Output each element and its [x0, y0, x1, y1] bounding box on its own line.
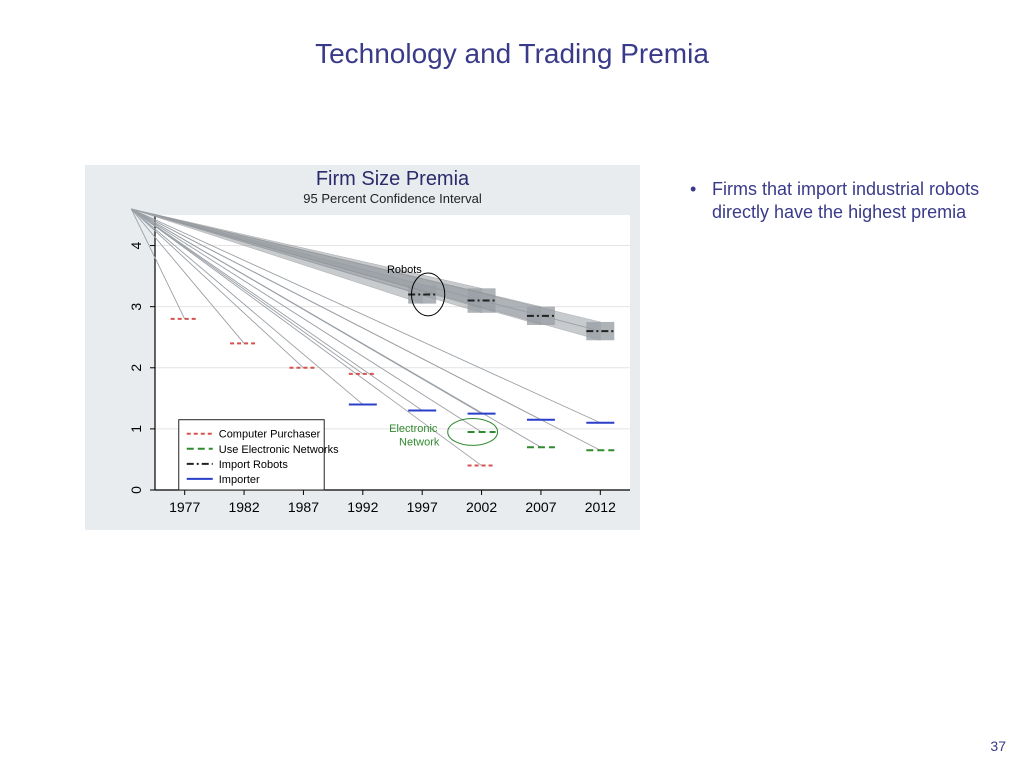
bullet-marker: • [690, 178, 712, 201]
firm-size-premia-chart: 0 1 2 3 4 1977 1982 1987 1992 1997 2002 2007 2012 Fir… [85, 165, 640, 530]
svg-text:Importer: Importer [219, 474, 260, 486]
svg-text:2012: 2012 [585, 499, 616, 515]
svg-text:0: 0 [128, 486, 144, 494]
svg-text:2002: 2002 [466, 499, 497, 515]
page-title: Technology and Trading Premia [0, 38, 1024, 70]
svg-text:Firm Size Premia: Firm Size Premia [316, 168, 470, 190]
chart-container: 0 1 2 3 4 1977 1982 1987 1992 1997 2002 2007 2012 Fir… [85, 165, 640, 530]
svg-text:1: 1 [128, 425, 144, 433]
svg-text:95 Percent Confidence Interval: 95 Percent Confidence Interval [303, 191, 482, 206]
page-number: 37 [990, 738, 1006, 754]
bullet-item: • Firms that import industrial robots di… [690, 178, 990, 225]
svg-text:Electronic: Electronic [389, 423, 438, 435]
slide: Technology and Trading Premia 0 1 2 3 4 1977 1… [0, 0, 1024, 768]
svg-text:Robots: Robots [387, 264, 422, 276]
svg-text:Import Robots: Import Robots [219, 459, 289, 471]
svg-text:3: 3 [128, 303, 144, 311]
svg-text:1977: 1977 [169, 499, 200, 515]
bullet-list: • Firms that import industrial robots di… [690, 178, 990, 235]
svg-text:1987: 1987 [288, 499, 319, 515]
svg-text:Network: Network [399, 436, 440, 448]
svg-text:4: 4 [128, 241, 144, 249]
bullet-text: Firms that import industrial robots dire… [712, 178, 990, 225]
svg-text:2007: 2007 [525, 499, 556, 515]
svg-text:1992: 1992 [347, 499, 378, 515]
svg-text:1982: 1982 [228, 499, 259, 515]
svg-text:Use Electronic Networks: Use Electronic Networks [219, 444, 339, 456]
svg-text:2: 2 [128, 364, 144, 372]
svg-text:1997: 1997 [407, 499, 438, 515]
svg-text:Computer Purchaser: Computer Purchaser [219, 429, 321, 441]
